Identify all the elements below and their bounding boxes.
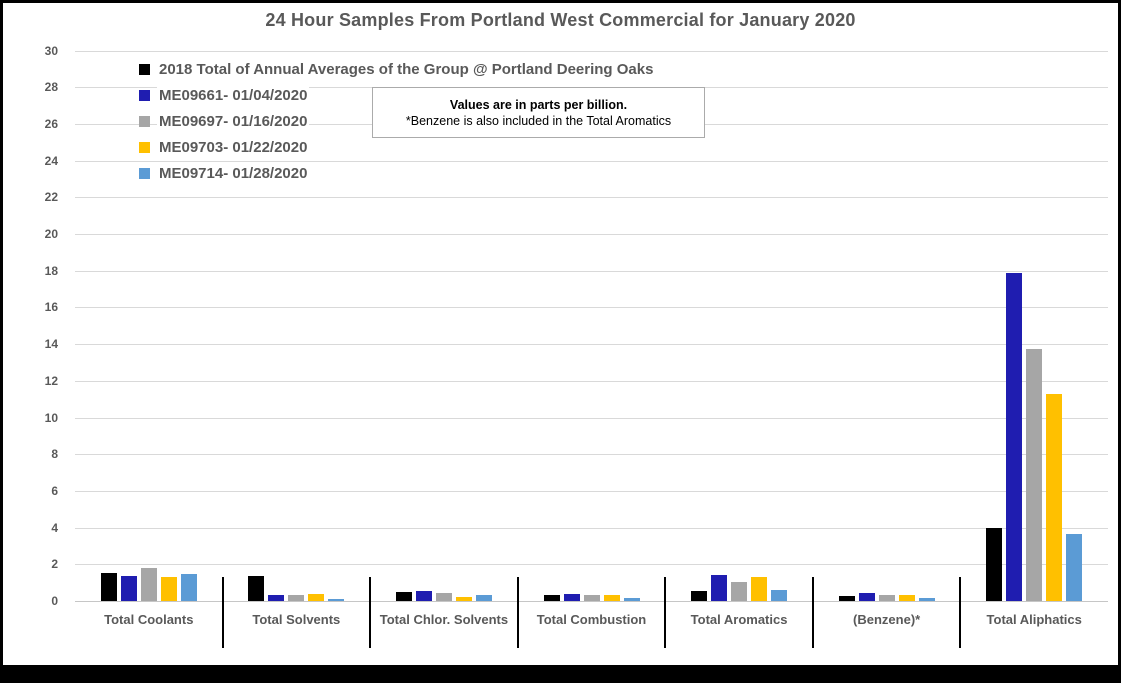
gridline (75, 160, 1108, 162)
x-axis-line (75, 601, 1108, 602)
bar-2-total-combustion (563, 593, 580, 601)
y-axis-tick-label: 14 (44, 337, 58, 352)
gridline (75, 50, 1108, 52)
bar-3-total-aromatics (731, 581, 748, 601)
bar-1-total-combustion (543, 594, 560, 601)
bar-2-total-chlor-solvents (415, 590, 432, 601)
bar-2-total-aromatics (711, 575, 728, 601)
legend-swatch-icon (139, 167, 150, 179)
bar-5--benzene- (918, 598, 935, 601)
y-axis-tick-label: 30 (44, 43, 58, 58)
bar-2-total-coolants (120, 576, 137, 601)
note-units-text: Values are in parts per billion. (449, 97, 628, 112)
bar-2-total-aliphatics (1006, 272, 1023, 601)
legend-label: ME09661- 01/04/2020 (157, 86, 310, 104)
y-axis-tick-label: 20 (44, 227, 58, 241)
bar-3-total-solvents (288, 595, 305, 601)
bar-5-total-combustion (623, 598, 640, 601)
bar-4-total-chlor-solvents (455, 597, 472, 601)
gridline (75, 454, 1108, 456)
category-divider-tick (369, 577, 372, 648)
y-axis-tick-label: 18 (44, 263, 58, 278)
bar-2-total-solvents (268, 595, 285, 601)
bar-5-total-aromatics (771, 589, 788, 601)
y-axis-tick-label: 16 (44, 300, 58, 315)
bar-3-total-aliphatics (1026, 348, 1043, 601)
note-benzene-text: *Benzene is also included in the Total A… (405, 113, 672, 128)
y-axis-tick-label: 6 (51, 483, 58, 498)
legend-label: 2018 Total of Annual Averages of the Gro… (157, 60, 656, 78)
bar-5-total-coolants (180, 574, 197, 601)
legend-item-4: ME09703- 01/22/2020 (139, 138, 655, 156)
bar-1--benzene- (838, 596, 855, 601)
bar-3-total-combustion (583, 595, 600, 601)
bar-5-total-solvents (328, 599, 345, 601)
legend-item-2: ME09661- 01/04/2020 (139, 86, 655, 104)
gridline (75, 197, 1108, 199)
bar-1-total-aromatics (691, 590, 708, 601)
legend-item-1: 2018 Total of Annual Averages of the Gro… (139, 60, 656, 78)
y-axis-tick-label: 24 (44, 153, 58, 168)
bar-4-total-combustion (603, 594, 620, 601)
category-label: Total Solvents (252, 612, 341, 627)
category-label: Total Coolants (104, 612, 194, 627)
legend-label: ME09703- 01/22/2020 (157, 138, 310, 156)
y-axis-tick-label: 10 (44, 410, 58, 425)
legend-label: ME09697- 01/16/2020 (157, 112, 310, 130)
bar-4-total-aromatics (751, 577, 768, 601)
category-divider-tick (664, 577, 667, 648)
gridline (75, 564, 1108, 566)
category-label: Total Chlor. Solvents (379, 612, 509, 627)
legend-swatch-icon (139, 89, 150, 101)
y-axis-tick-label: 4 (51, 520, 58, 535)
bar-4-total-aliphatics (1046, 393, 1063, 601)
legend-item-5: ME09714- 01/28/2020 (139, 164, 655, 182)
y-axis-tick-label: 26 (44, 116, 58, 131)
chart-legend: 2018 Total of Annual Averages of the Gro… (139, 60, 656, 190)
bar-3--benzene- (878, 594, 895, 601)
category-label: Total Aliphatics (986, 612, 1082, 627)
y-axis-tick-label: 0 (51, 594, 58, 608)
legend-swatch-icon (139, 63, 150, 75)
gridline (75, 234, 1108, 235)
gridline (75, 490, 1108, 492)
legend-label: ME09714- 01/28/2020 (157, 164, 310, 182)
category-divider-tick (959, 577, 962, 648)
y-axis-tick-label: 28 (44, 80, 58, 95)
bar-5-total-chlor-solvents (475, 594, 492, 601)
category-divider-tick (221, 577, 224, 648)
legend-swatch-icon (139, 141, 150, 153)
bar-4-total-solvents (308, 593, 325, 601)
category-label: (Benzene)* (853, 612, 921, 627)
chart-title: 24 Hour Samples From Portland West Comme… (265, 10, 856, 30)
bar-4-total-coolants (160, 577, 177, 601)
y-axis-tick-label: 22 (44, 190, 58, 205)
bar-1-total-aliphatics (986, 527, 1003, 601)
bar-3-total-coolants (140, 567, 157, 601)
bar-1-total-solvents (248, 576, 265, 601)
gridline (75, 270, 1108, 272)
gridline (75, 307, 1108, 309)
y-axis-tick-label: 12 (44, 373, 58, 388)
bar-1-total-chlor-solvents (395, 591, 412, 601)
bar-4--benzene- (898, 594, 915, 601)
legend-swatch-icon (139, 115, 150, 127)
gridline (75, 527, 1108, 529)
y-axis-tick-label: 2 (51, 557, 58, 572)
category-divider-tick (811, 577, 814, 648)
bar-2--benzene- (858, 592, 875, 601)
category-label: Total Aromatics (690, 612, 788, 627)
category-label: Total Combustion (536, 612, 647, 627)
category-divider-tick (516, 577, 519, 648)
bar-1-total-coolants (100, 573, 117, 601)
bar-5-total-aliphatics (1066, 534, 1083, 601)
gridline (75, 417, 1108, 419)
bar-3-total-chlor-solvents (435, 592, 452, 601)
y-axis-tick-label: 8 (51, 447, 58, 462)
legend-item-3: ME09697- 01/16/2020 (139, 112, 655, 130)
note-box: Values are in parts per billion. *Benzen… (372, 87, 705, 138)
gridline (75, 380, 1108, 382)
gridline (75, 344, 1108, 346)
